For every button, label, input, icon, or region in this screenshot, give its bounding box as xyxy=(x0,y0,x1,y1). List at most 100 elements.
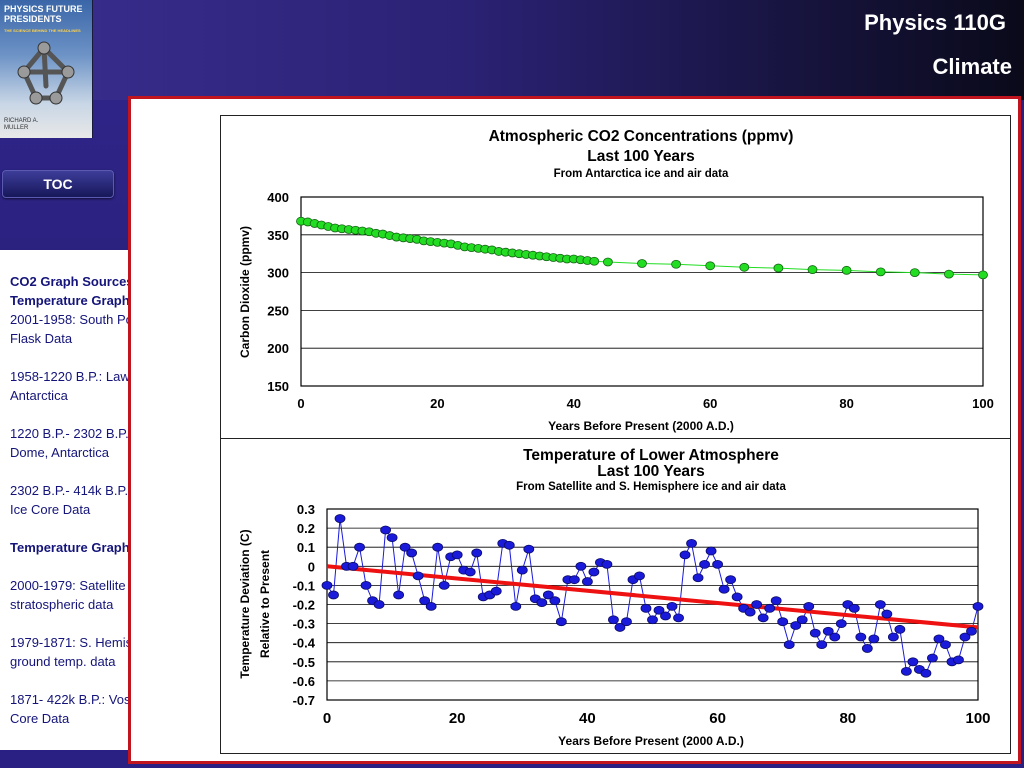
temp-data-point xyxy=(386,533,398,543)
temp-data-point xyxy=(972,602,984,611)
temp-data-point xyxy=(822,626,834,636)
co2-y-tick-label: 400 xyxy=(267,190,289,205)
co2-x-tick-label: 40 xyxy=(567,396,581,411)
book-title: PHYSICS FUTURE PRESIDENTS xyxy=(4,4,90,24)
temp-data-point xyxy=(900,666,912,676)
temp-data-point xyxy=(510,602,522,611)
co2-x-tick-label: 80 xyxy=(839,396,853,411)
temp-data-point xyxy=(692,573,704,583)
temp-data-point xyxy=(536,598,548,607)
temp-y-tick-label: 0 xyxy=(308,559,315,574)
temp-data-point xyxy=(549,596,561,606)
temp-data-point xyxy=(373,600,385,609)
temp-data-point xyxy=(705,546,717,556)
temp-data-point xyxy=(425,602,437,611)
temp-data-point xyxy=(712,559,724,569)
co2-data-point xyxy=(807,265,818,274)
temp-data-point xyxy=(679,550,691,560)
temp-data-point xyxy=(816,640,828,650)
co2-x-axis-label: Years Before Present (2000 A.D.) xyxy=(548,419,734,433)
book-tagline: THE SCIENCE BEHIND THE HEADLINES xyxy=(4,28,81,33)
co2-data-point xyxy=(589,256,600,266)
co2-data-point xyxy=(978,270,988,280)
temp-data-point xyxy=(686,538,697,548)
temp-chart-title: Temperature of Lower Atmosphere xyxy=(523,447,779,464)
temp-data-point xyxy=(725,575,737,585)
temp-data-point xyxy=(940,640,951,650)
temp-data-point xyxy=(555,617,567,627)
co2-y-tick-label: 200 xyxy=(267,341,289,356)
temp-x-tick-label: 0 xyxy=(323,710,331,727)
co2-chart-frame: Atmospheric CO2 Concentrations (ppmv) La… xyxy=(220,115,1011,439)
book-title-line1: PHYSICS FUTURE xyxy=(4,4,83,14)
temp-data-point xyxy=(438,580,450,590)
temp-data-point xyxy=(621,617,632,627)
temp-data-point xyxy=(666,602,678,611)
temp-data-point xyxy=(347,561,359,571)
temp-trend-line xyxy=(326,564,979,630)
temp-y-tick-label: 0.2 xyxy=(297,521,315,536)
temp-data-point xyxy=(334,514,346,523)
temp-x-tick-label: 100 xyxy=(965,710,990,727)
co2-plot-area: 150 200 250 300 350 400 0 20 40 60 80 100 xyxy=(267,190,994,411)
temp-data-point xyxy=(451,550,463,560)
temp-data-point xyxy=(887,632,899,642)
temp-data-point xyxy=(432,542,444,552)
co2-data-point xyxy=(739,262,750,272)
co2-chart-subtitle: Last 100 Years xyxy=(587,148,694,165)
book-cover-image: PHYSICS FUTURE PRESIDENTS THE SCIENCE BE… xyxy=(0,0,93,138)
temp-data-point xyxy=(835,619,847,629)
temp-y-tick-label: -0.1 xyxy=(293,578,315,593)
temp-data-point xyxy=(581,577,593,586)
co2-data-point xyxy=(705,261,716,271)
temp-data-point xyxy=(516,565,528,575)
temp-data-point xyxy=(503,540,515,550)
co2-plot-border xyxy=(300,196,984,387)
temp-y-axis-label: Temperature Deviation (C) xyxy=(238,529,252,678)
temp-data-point xyxy=(809,628,821,638)
temp-y-tick-label: -0.2 xyxy=(293,598,315,613)
co2-sources-heading: CO2 Graph Sources: xyxy=(10,274,138,289)
temp-data-point xyxy=(881,609,893,619)
temp-data-point xyxy=(927,653,938,663)
temp-data-point xyxy=(614,623,626,632)
temp-data-point xyxy=(848,603,860,613)
temp-y-tick-label: -0.3 xyxy=(293,617,315,632)
temp-chart-subtitle2: From Satellite and S. Hemisphere ice and… xyxy=(516,481,786,493)
temp-data-point xyxy=(829,632,841,642)
temp-data-point xyxy=(770,596,782,606)
temp-y-axis-label2: Relative to Present xyxy=(258,550,272,658)
co2-data-point xyxy=(637,259,647,268)
co2-data-point xyxy=(841,265,852,275)
temp-data-point xyxy=(764,603,776,613)
temp-data-point xyxy=(634,571,645,581)
temp-data-point xyxy=(360,580,372,590)
slide-title: Climate xyxy=(932,54,1012,79)
temp-data-point xyxy=(777,617,789,627)
co2-data-point xyxy=(602,257,613,267)
temp-data-point xyxy=(757,613,769,623)
co2-x-tick-label: 60 xyxy=(703,396,717,411)
temp-data-point xyxy=(464,567,476,577)
toc-button[interactable]: TOC xyxy=(2,170,114,198)
temp-data-point xyxy=(640,603,652,613)
source-south-pole: 2001-1958: South Pole Air Flask Data xyxy=(10,312,162,346)
temp-data-point xyxy=(354,542,365,552)
temp-data-point xyxy=(542,590,554,600)
co2-y-tick-label: 250 xyxy=(267,303,289,318)
temp-data-point xyxy=(907,657,919,667)
temp-data-point xyxy=(588,567,600,577)
tsource-hemisphere: 1979-1871: S. Hemisphere ground temp. da… xyxy=(10,635,166,669)
book-title-line2: PRESIDENTS xyxy=(4,14,62,24)
temp-data-point xyxy=(731,592,743,602)
co2-data-point xyxy=(909,268,920,278)
temp-data-point xyxy=(699,559,710,569)
temp-y-tick-label: 0.1 xyxy=(297,540,315,555)
temp-data-point xyxy=(790,621,802,630)
temp-data-point xyxy=(803,602,815,611)
temp-data-point xyxy=(575,561,587,571)
temp-data-point xyxy=(783,640,795,650)
temp-data-point xyxy=(920,668,932,678)
book-author: RICHARD A. MULLER xyxy=(4,118,39,131)
co2-y-tick-label: 350 xyxy=(267,228,289,243)
